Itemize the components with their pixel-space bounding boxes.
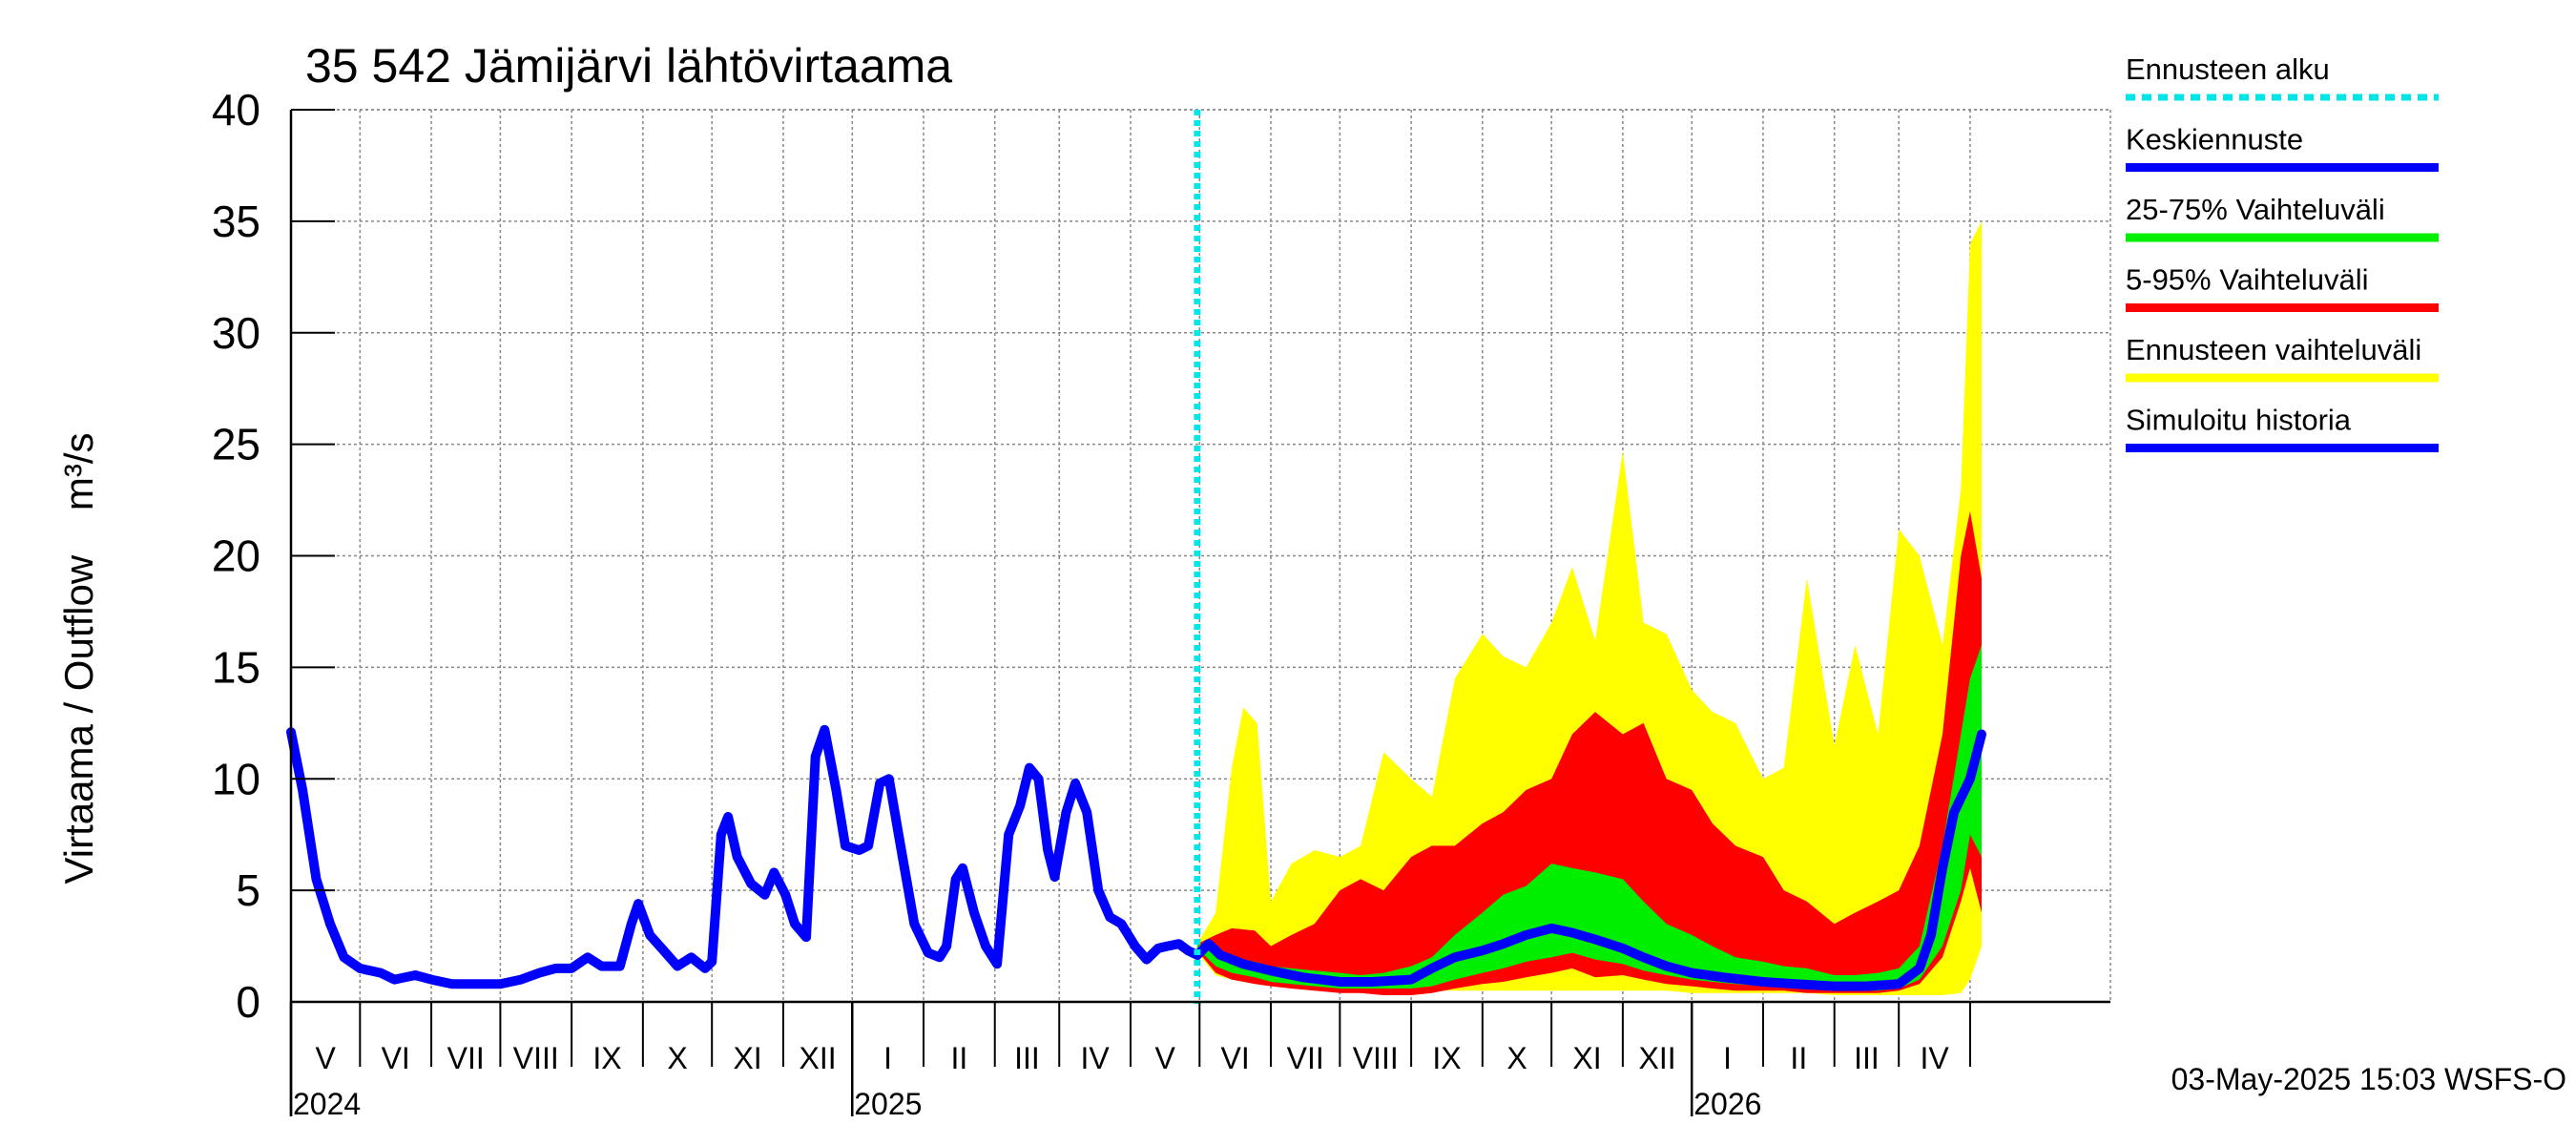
y-tick-label: 30 [212, 308, 260, 358]
x-month-label: II [1790, 1041, 1807, 1075]
chart-title: 35 542 Jämijärvi lähtövirtaama [305, 39, 952, 93]
x-year-label: 2026 [1693, 1087, 1761, 1121]
timestamp-footer: 03-May-2025 15:03 WSFS-O [2171, 1062, 2566, 1096]
x-month-label: IX [1432, 1041, 1461, 1075]
x-month-label: X [1506, 1041, 1527, 1075]
legend-label: Keskiennuste [2126, 123, 2303, 156]
x-month-label: XII [1638, 1041, 1675, 1075]
x-month-label: X [667, 1041, 687, 1075]
x-month-label: VI [382, 1041, 410, 1075]
x-month-label: VII [447, 1041, 485, 1075]
y-tick-label: 35 [212, 197, 260, 246]
axes [289, 109, 2110, 1116]
y-tick-label: 20 [212, 531, 260, 581]
y-tick-label: 25 [212, 420, 260, 469]
legend-label: Ennusteen alku [2126, 52, 2330, 86]
x-month-label: VIII [1353, 1041, 1399, 1075]
line-simuloitu-historia [286, 724, 1202, 989]
legend: Ennusteen alku Keskiennuste 25-75% Vaihtel… [2126, 52, 2439, 452]
forecast-bands [1196, 220, 1982, 995]
y-tick-label: 40 [212, 85, 260, 135]
band-25-75-vaihteluv-li [1196, 645, 1982, 991]
x-year-label: 2024 [293, 1087, 361, 1121]
x-month-label: IV [1920, 1041, 1949, 1075]
x-month-label: VII [1287, 1041, 1324, 1075]
y-tick-label: 10 [212, 754, 260, 803]
x-month-label: VIII [513, 1041, 559, 1075]
x-month-label: VI [1221, 1041, 1250, 1075]
band-ennusteen-vaihteluv-li [1196, 220, 1982, 995]
x-month-label: V [315, 1041, 336, 1075]
x-month-label: III [1014, 1041, 1040, 1075]
legend-label: Simuloitu historia [2126, 404, 2352, 437]
x-month-label: XI [1572, 1041, 1601, 1075]
y-tick-label: 0 [236, 977, 260, 1027]
x-month-label: XII [800, 1041, 837, 1075]
x-year-label: 2025 [854, 1087, 922, 1121]
legend-label: 5-95% Vaihteluväli [2126, 263, 2368, 297]
x-month-label: II [950, 1041, 967, 1075]
x-month-label: I [1723, 1041, 1732, 1075]
x-month-label: I [883, 1041, 892, 1075]
y-tick-label: 5 [236, 865, 260, 915]
x-month-label: IX [592, 1041, 621, 1075]
band-5-95-vaihteluv-li [1196, 510, 1982, 995]
x-month-label: IV [1080, 1041, 1110, 1075]
y-tick-label: 15 [212, 642, 260, 692]
x-month-label: III [1854, 1041, 1880, 1075]
series-lines [286, 110, 1986, 1004]
legend-label: 25-75% Vaihteluväli [2126, 193, 2385, 226]
line-keskiennuste [1192, 729, 1986, 991]
y-axis-label: Virtaama / Outflow m³/s [56, 432, 101, 884]
x-month-label: XI [733, 1041, 761, 1075]
legend-label: Ennusteen vaihteluväli [2126, 333, 2421, 366]
x-month-label: V [1154, 1041, 1175, 1075]
